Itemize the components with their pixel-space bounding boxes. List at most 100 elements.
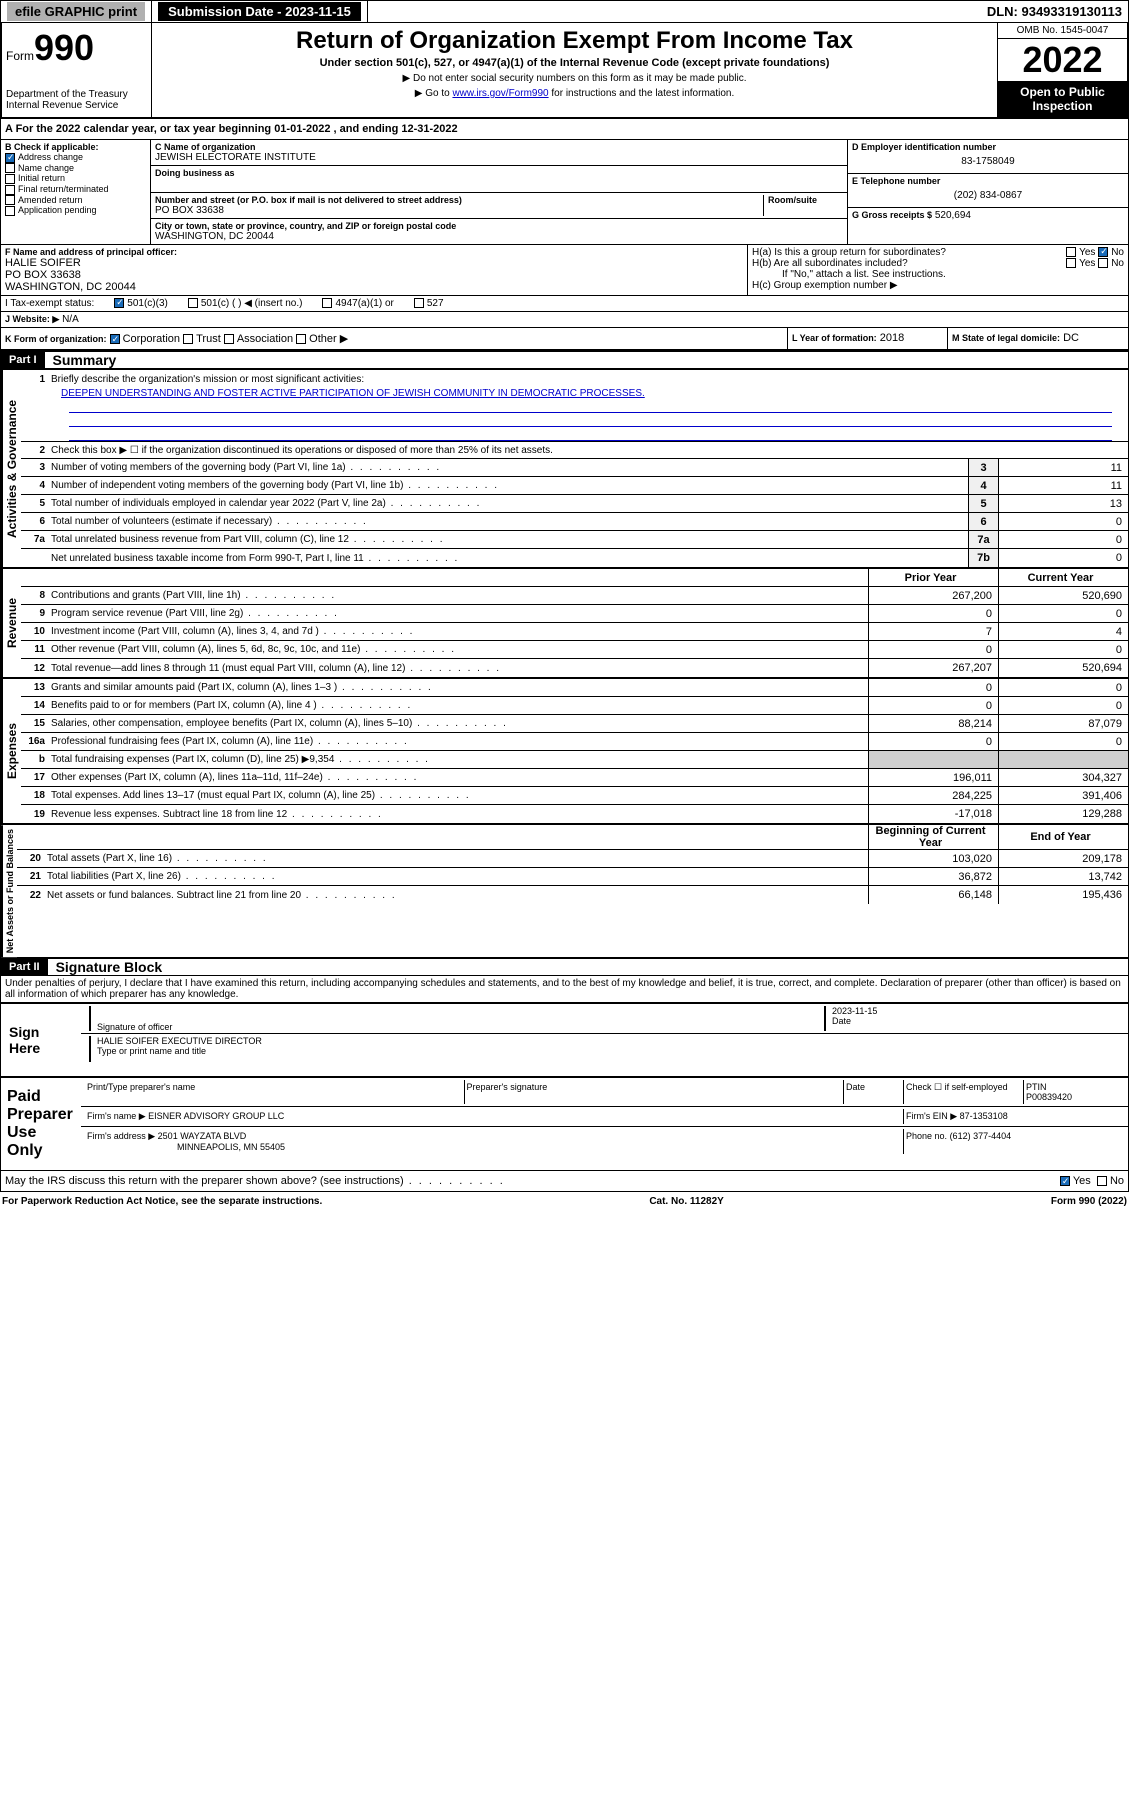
addr-label: Number and street (or P.O. box if mail i…: [155, 195, 763, 205]
gross-receipts-value: 520,694: [935, 210, 971, 221]
top-bar: efile GRAPHIC print Submission Date - 20…: [0, 0, 1129, 23]
dln: DLN: 93493319130113: [981, 1, 1128, 22]
net-line-20: 20Total assets (Part X, line 16)103,0202…: [17, 850, 1128, 868]
hb-no[interactable]: [1098, 258, 1108, 268]
exp-line-18: 18Total expenses. Add lines 13–17 (must …: [21, 787, 1128, 805]
q1-label: Briefly describe the organization's miss…: [51, 372, 1128, 387]
section-b-checkboxes: B Check if applicable: Address change Na…: [1, 140, 151, 244]
chk-corporation[interactable]: Corporation: [110, 333, 180, 345]
org-city: WASHINGTON, DC 20044: [155, 231, 843, 242]
chk-501c3[interactable]: 501(c)(3): [114, 298, 168, 309]
firm-addr: 2501 WAYZATA BLVD: [158, 1131, 247, 1141]
form-title: Return of Organization Exempt From Incom…: [156, 27, 993, 55]
chk-application-pending[interactable]: Application pending: [5, 205, 146, 216]
discuss-no[interactable]: No: [1097, 1175, 1124, 1187]
firm-ein-label: Firm's EIN ▶: [906, 1111, 957, 1121]
hc-label: H(c) Group exemption number ▶: [752, 280, 1124, 291]
sidebar-net-assets: Net Assets or Fund Balances: [1, 825, 17, 957]
paid-preparer-label: Paid Preparer Use Only: [1, 1078, 81, 1170]
hdr-end: End of Year: [998, 825, 1128, 849]
rev-line-11: 11Other revenue (Part VIII, column (A), …: [21, 641, 1128, 659]
sign-here-label: Sign Here: [1, 1004, 81, 1076]
efile-print-button[interactable]: efile GRAPHIC print: [1, 1, 152, 22]
officer-name: HALIE SOIFER: [5, 257, 743, 269]
q2-text: Check this box ▶ ☐ if the organization d…: [51, 443, 1128, 458]
form-word: Form: [6, 49, 34, 63]
sig-date-label: Date: [832, 1016, 1124, 1026]
ha-yes[interactable]: [1066, 247, 1076, 257]
hdr-current-year: Current Year: [998, 569, 1128, 586]
officer-addr: PO BOX 33638: [5, 269, 743, 281]
firm-phone-label: Phone no.: [906, 1131, 947, 1141]
rev-line-8: 8Contributions and grants (Part VIII, li…: [21, 587, 1128, 605]
declaration-text: Under penalties of perjury, I declare th…: [0, 976, 1129, 1003]
firm-phone: (612) 377-4404: [950, 1131, 1012, 1141]
chk-527[interactable]: 527: [414, 298, 444, 309]
phone-value: (202) 834-0867: [852, 186, 1124, 205]
m-label: M State of legal domicile:: [952, 333, 1060, 343]
form-header: Form990 Department of the Treasury Inter…: [0, 23, 1129, 119]
mission-text: DEEPEN UNDERSTANDING AND FOSTER ACTIVE P…: [61, 388, 1120, 399]
gov-line-5: 5Total number of individuals employed in…: [21, 495, 1128, 513]
firm-addr-label: Firm's address ▶: [87, 1131, 155, 1141]
sig-name: HALIE SOIFER EXECUTIVE DIRECTOR: [97, 1036, 1124, 1046]
part1-title: Summary: [53, 352, 117, 368]
chk-4947[interactable]: 4947(a)(1) or: [322, 298, 393, 309]
chk-final-return[interactable]: Final return/terminated: [5, 184, 146, 195]
footer-paperwork: For Paperwork Reduction Act Notice, see …: [2, 1196, 322, 1207]
gov-line-4: 4Number of independent voting members of…: [21, 477, 1128, 495]
chk-name-change[interactable]: Name change: [5, 163, 146, 174]
k-label: K Form of organization:: [5, 334, 107, 344]
footer-catno: Cat. No. 11282Y: [649, 1196, 723, 1207]
ha-no[interactable]: [1098, 247, 1108, 257]
chk-initial-return[interactable]: Initial return: [5, 173, 146, 184]
rev-line-10: 10Investment income (Part VIII, column (…: [21, 623, 1128, 641]
sidebar-revenue: Revenue: [1, 569, 21, 677]
hb-yes[interactable]: [1066, 258, 1076, 268]
net-line-22: 22Net assets or fund balances. Subtract …: [17, 886, 1128, 904]
sig-date: 2023-11-15: [832, 1006, 1124, 1016]
chk-501c[interactable]: 501(c) ( ) ◀ (insert no.): [188, 298, 303, 309]
rev-line-9: 9Program service revenue (Part VIII, lin…: [21, 605, 1128, 623]
chk-association[interactable]: Association: [224, 333, 293, 345]
gov-line-7a: 7aTotal unrelated business revenue from …: [21, 531, 1128, 549]
org-name: JEWISH ELECTORATE INSTITUTE: [155, 152, 843, 163]
hb-label: H(b) Are all subordinates included?: [752, 258, 908, 269]
firm-city: MINNEAPOLIS, MN 55405: [87, 1142, 901, 1152]
sidebar-expenses: Expenses: [1, 679, 21, 823]
net-line-21: 21Total liabilities (Part X, line 26)36,…: [17, 868, 1128, 886]
h-note: If "No," attach a list. See instructions…: [752, 269, 1124, 280]
part2-header: Part II: [1, 959, 48, 975]
room-label: Room/suite: [768, 195, 843, 205]
gov-line-6: 6Total number of volunteers (estimate if…: [21, 513, 1128, 531]
sig-name-label: Type or print name and title: [97, 1046, 1124, 1056]
sig-officer-label: Signature of officer: [97, 1022, 820, 1032]
firm-ein: 87-1353108: [960, 1111, 1008, 1121]
ein-label: D Employer identification number: [852, 142, 1124, 152]
tax-year: 2022: [998, 39, 1127, 81]
instructions-link[interactable]: www.irs.gov/Form990: [452, 88, 548, 99]
part2-title: Signature Block: [56, 959, 163, 975]
discuss-yes[interactable]: Yes: [1060, 1175, 1091, 1187]
gov-line-7b: Net unrelated business taxable income fr…: [21, 549, 1128, 567]
submission-date: Submission Date - 2023-11-15: [152, 1, 368, 22]
chk-trust[interactable]: Trust: [183, 333, 221, 345]
firm-name-label: Firm's name ▶: [87, 1111, 146, 1121]
chk-amended-return[interactable]: Amended return: [5, 195, 146, 206]
ptin-label: PTIN: [1026, 1082, 1122, 1092]
ptin-value: P00839420: [1026, 1092, 1122, 1102]
prep-selfemployed[interactable]: Check ☐ if self-employed: [904, 1080, 1024, 1104]
discuss-text: May the IRS discuss this return with the…: [5, 1175, 1060, 1187]
omb-number: OMB No. 1545-0047: [998, 23, 1127, 39]
firm-name: EISNER ADVISORY GROUP LLC: [148, 1111, 284, 1121]
sidebar-activities-governance: Activities & Governance: [1, 370, 21, 567]
rev-line-12: 12Total revenue—add lines 8 through 11 (…: [21, 659, 1128, 677]
instructions-note: ▶ Go to www.irs.gov/Form990 for instruct…: [156, 88, 993, 99]
exp-line-17: 17Other expenses (Part IX, column (A), l…: [21, 769, 1128, 787]
hdr-beginning: Beginning of Current Year: [868, 825, 998, 849]
gross-receipts-label: G Gross receipts $: [852, 210, 932, 220]
chk-other[interactable]: Other ▶: [296, 333, 348, 345]
chk-address-change[interactable]: Address change: [5, 152, 146, 163]
form-subtitle: Under section 501(c), 527, or 4947(a)(1)…: [156, 57, 993, 69]
org-name-label: C Name of organization: [155, 142, 843, 152]
